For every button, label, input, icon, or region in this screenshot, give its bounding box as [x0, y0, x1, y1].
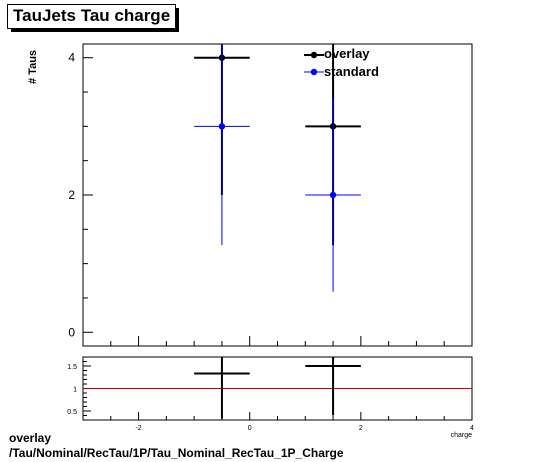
footer-label: overlay — [9, 431, 52, 445]
ratio-plot-panel: 0.5 1 1.5 -2 0 2 4 — [67, 356, 474, 432]
ratio-y-tick-label: 1 — [73, 387, 77, 394]
legend-marker-dot-overlay — [310, 51, 318, 59]
footer-path: /Tau/Nominal/RecTau/1P/Tau_Nominal_RecTa… — [9, 446, 344, 460]
chart-title: TauJets Tau charge — [7, 4, 180, 32]
y-axis-label: # Taus — [27, 50, 39, 84]
main-plot-panel: 0 2 4 — [68, 43, 473, 347]
legend-marker-dot-standard — [310, 68, 318, 76]
ratio-y-tick-label: 1.5 — [67, 364, 77, 371]
x-axis-label: charge — [451, 432, 473, 439]
main-y-tick-label: 0 — [68, 325, 75, 339]
data-point-standard — [218, 123, 226, 130]
main-y-tick-label: 4 — [68, 51, 75, 65]
ratio-x-tick-label: 4 — [470, 425, 474, 432]
main-plot-frame — [82, 43, 473, 347]
legend-label-standard: standard — [324, 64, 379, 79]
ratio-x-tick-label: -2 — [135, 425, 141, 432]
ratio-x-tick-label: 0 — [248, 425, 252, 432]
main-y-tick-label: 2 — [68, 188, 75, 202]
ratio-x-tick-label: 2 — [359, 425, 363, 432]
legend-label-overlay: overlay — [324, 46, 370, 61]
ratio-y-tick-label: 0.5 — [67, 409, 77, 416]
data-point-standard — [329, 191, 337, 199]
